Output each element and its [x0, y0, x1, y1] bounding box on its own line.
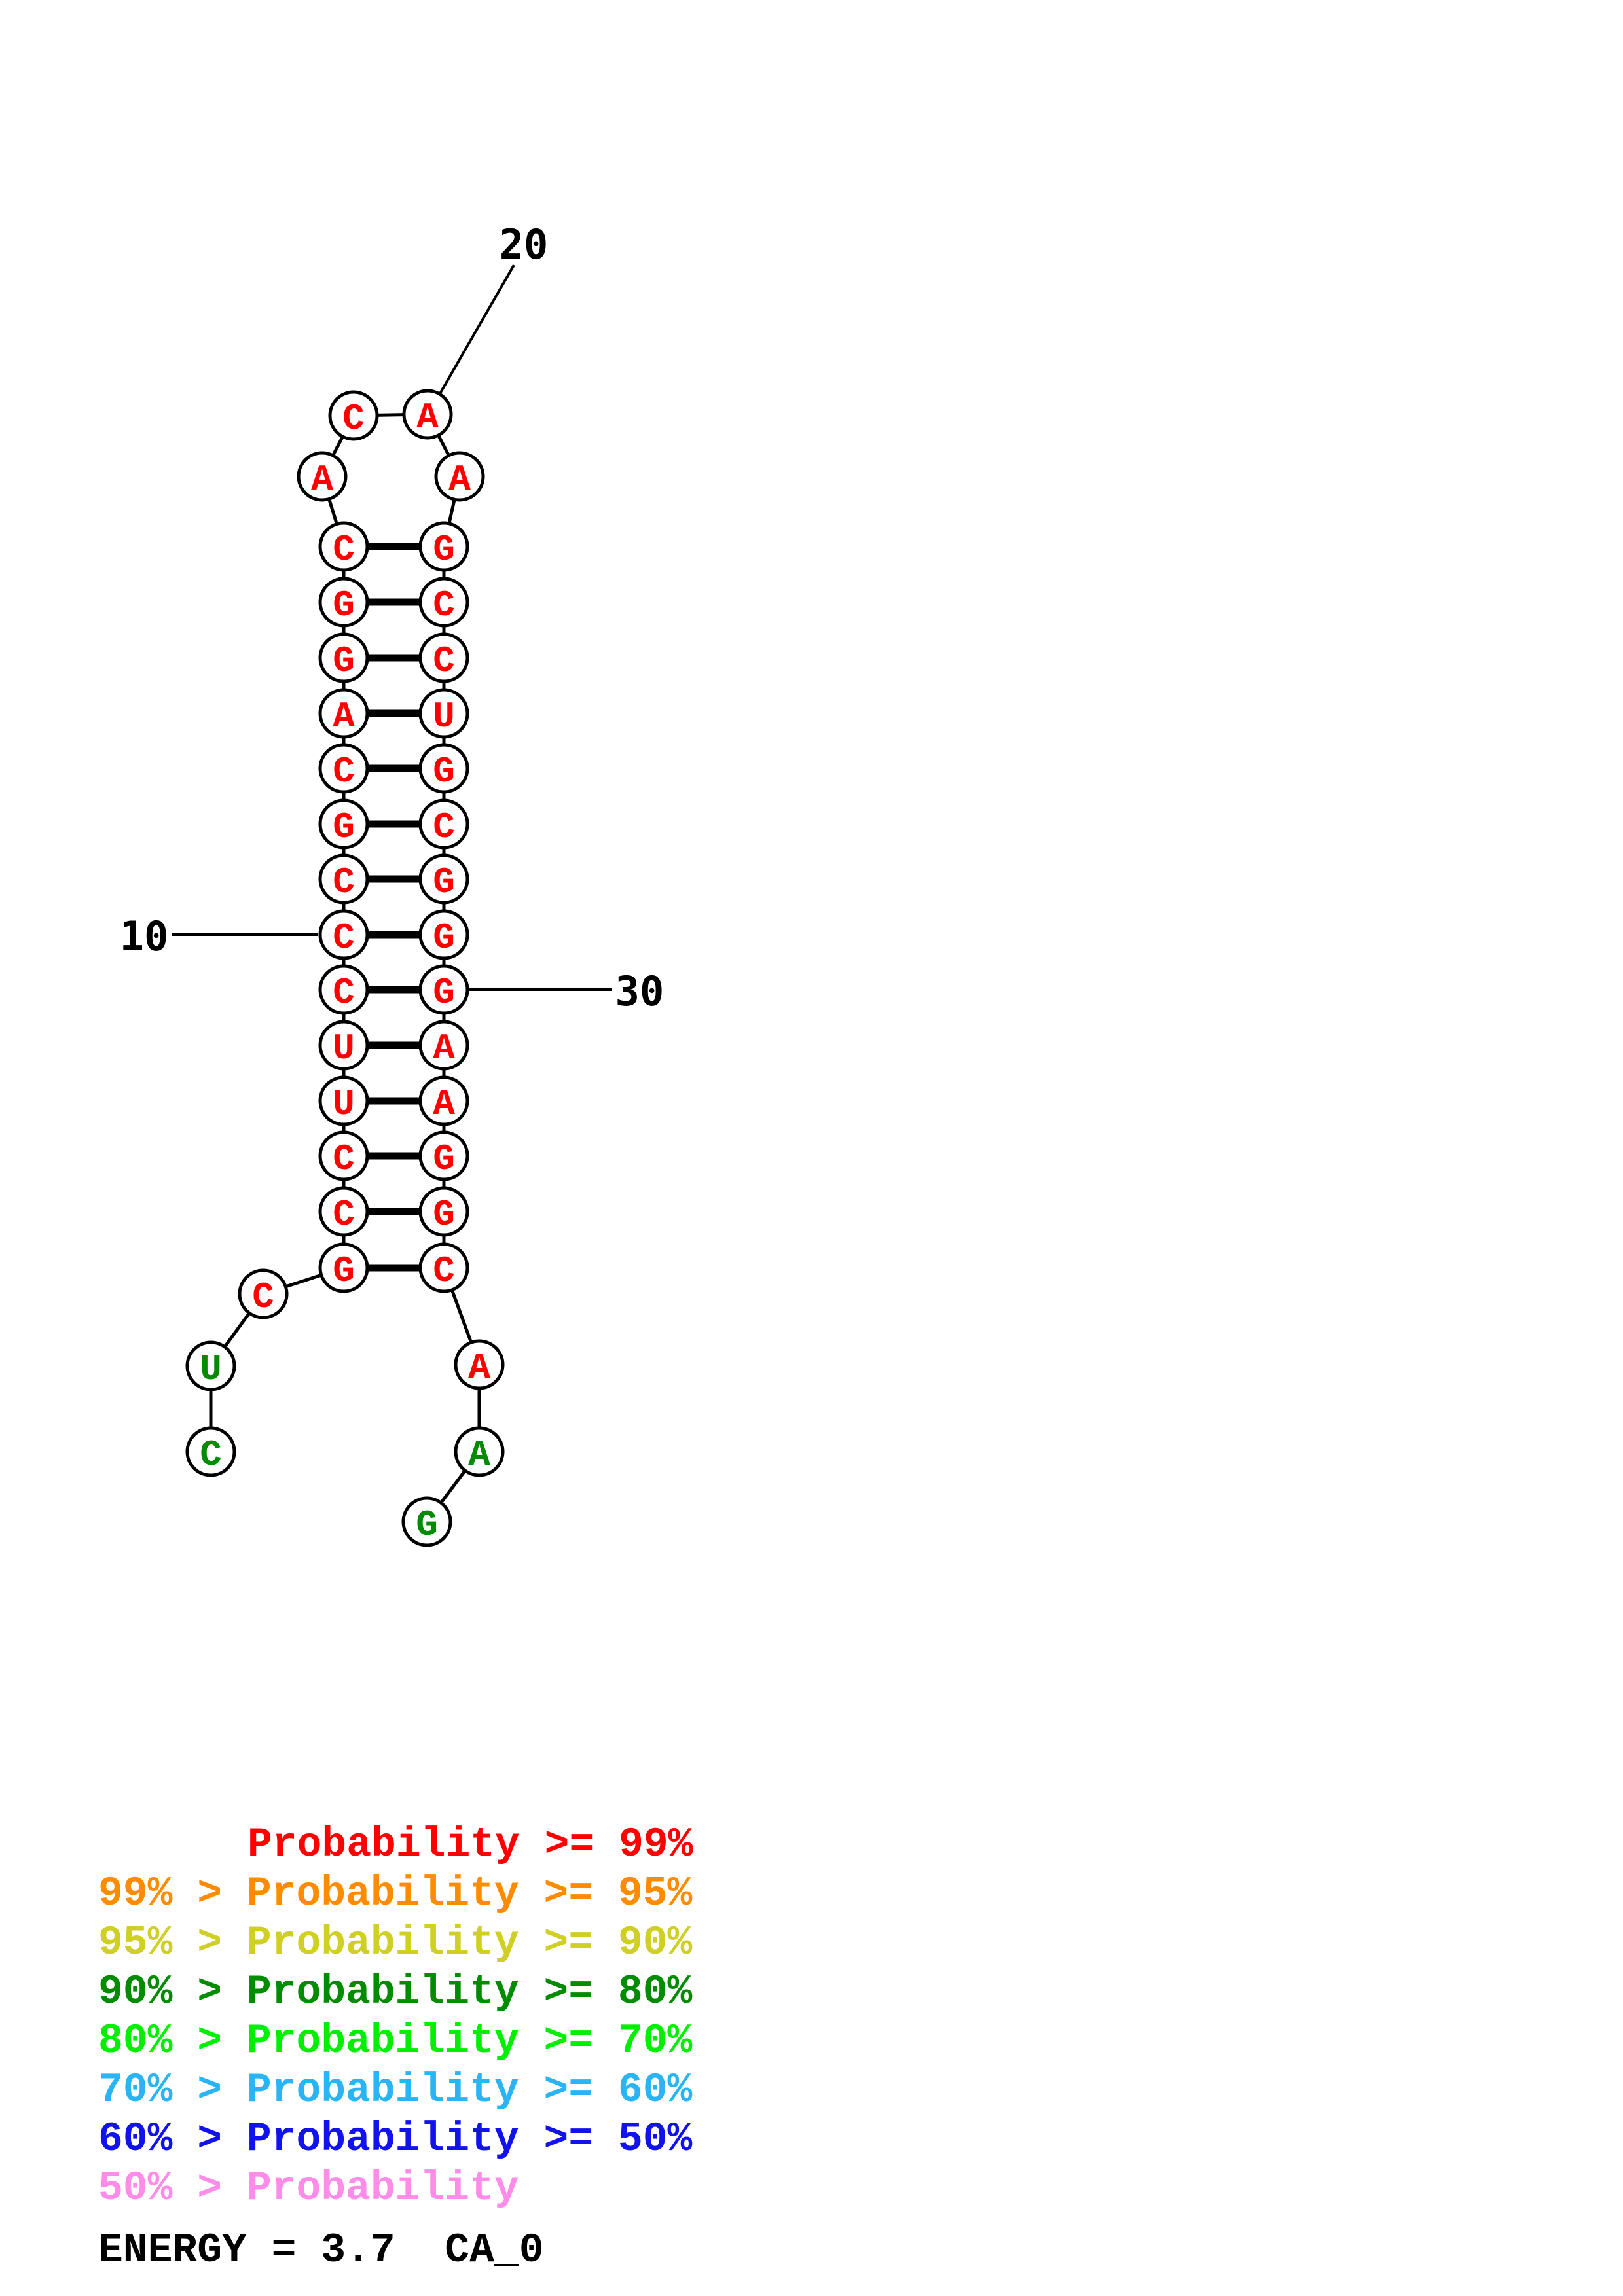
- nucleotide-letter-30-G: G: [433, 972, 455, 1014]
- nucleotide-circle-23: [418, 577, 469, 628]
- nucleotide-circle-9: [318, 964, 369, 1015]
- nucleotide-circle-37: [454, 1426, 505, 1477]
- nucleotide-letter-25-U: U: [433, 696, 455, 738]
- nucleotide-letter-21-A: A: [448, 459, 471, 501]
- nucleotide-circle-32: [418, 1075, 469, 1126]
- position-label-line-20: [438, 264, 515, 395]
- nucleotide-letter-37-A: A: [468, 1434, 490, 1476]
- nucleotide-letter-28-G: G: [433, 861, 455, 903]
- legend-row-7: 60% > Probability >= 50%: [98, 2116, 693, 2162]
- nucleotide-circle-33: [418, 1130, 469, 1181]
- position-label-10: 10: [120, 912, 169, 960]
- nucleotide-circle-27: [418, 798, 469, 850]
- nucleotide-letter-1-C: C: [200, 1434, 222, 1476]
- legend-row-2: 99% > Probability >= 95%: [98, 1871, 693, 1917]
- nucleotide-letter-8-U: U: [333, 1028, 355, 1069]
- nucleotide-circle-6: [318, 1130, 369, 1181]
- nucleotide-letter-31-A: A: [433, 1028, 455, 1069]
- nucleotide-letter-29-G: G: [433, 917, 455, 959]
- nucleotide-circle-36: [454, 1339, 505, 1390]
- nucleotide-circle-29: [418, 909, 469, 960]
- nucleotide-letter-9-C: C: [333, 972, 355, 1014]
- nucleotide-circle-30: [418, 964, 469, 1015]
- legend-row-6: 70% > Probability >= 60%: [98, 2067, 693, 2113]
- nucleotide-letter-33-G: G: [433, 1138, 455, 1180]
- nucleotide-circle-18: [297, 451, 348, 502]
- nucleotide-letter-6-C: C: [333, 1138, 355, 1180]
- nucleotide-circle-4: [318, 1242, 369, 1293]
- nucleotide-circle-1: [185, 1426, 236, 1477]
- nucleotide-circle-16: [318, 577, 369, 628]
- nucleotide-letter-22-G: G: [433, 529, 455, 571]
- nucleotide-letter-17-C: C: [333, 529, 355, 571]
- nucleotide-letter-16-G: G: [333, 584, 355, 626]
- nucleotide-letter-23-C: C: [433, 584, 455, 626]
- nucleotide-circle-22: [418, 521, 469, 572]
- nucleotide-letter-11-C: C: [333, 861, 355, 903]
- nucleotide-circle-13: [318, 743, 369, 794]
- nucleotide-letter-15-G: G: [333, 640, 355, 682]
- nucleotide-circle-28: [418, 853, 469, 905]
- nucleotide-letter-34-G: G: [433, 1194, 455, 1236]
- nucleotide-letter-5-C: C: [333, 1194, 355, 1236]
- nucleotide-letter-24-C: C: [433, 640, 455, 682]
- nucleotide-letter-20-A: A: [416, 397, 439, 439]
- legend-row-1: Probability >= 99%: [247, 1821, 693, 1868]
- legend-row-4: 90% > Probability >= 80%: [98, 1969, 693, 2015]
- legend-row-8: 50% > Probability: [98, 2165, 519, 2212]
- nucleotide-circle-12: [318, 798, 369, 850]
- nucleotide-circle-20: [402, 389, 453, 440]
- nucleotide-circle-5: [318, 1186, 369, 1237]
- nucleotide-circle-31: [418, 1020, 469, 1071]
- nucleotide-letter-32-A: A: [433, 1083, 455, 1125]
- nucleotide-letter-12-G: G: [333, 806, 355, 848]
- nucleotide-circle-38: [401, 1496, 452, 1547]
- energy-label: ENERGY = 3.7 CA_0: [98, 2227, 544, 2274]
- legend-row-5: 80% > Probability >= 70%: [98, 2018, 693, 2064]
- nucleotide-letter-18-A: A: [311, 459, 333, 501]
- nucleotide-circle-8: [318, 1020, 369, 1071]
- nucleotide-circle-17: [318, 521, 369, 572]
- nucleotide-circle-35: [418, 1242, 469, 1293]
- nucleotide-letter-14-A: A: [333, 696, 355, 738]
- nucleotide-letter-36-A: A: [468, 1347, 490, 1389]
- nucleotide-circle-3: [238, 1268, 289, 1319]
- nucleotide-letter-10-C: C: [333, 917, 355, 959]
- nucleotide-circle-2: [185, 1340, 236, 1391]
- legend-row-3: 95% > Probability >= 90%: [98, 1920, 693, 1966]
- nucleotide-circle-7: [318, 1075, 369, 1126]
- nucleotide-circle-26: [418, 743, 469, 794]
- nucleotide-circle-15: [318, 632, 369, 683]
- nucleotide-circle-24: [418, 632, 469, 683]
- nucleotide-letter-4-G: G: [333, 1250, 355, 1292]
- nucleotide-circle-34: [418, 1186, 469, 1237]
- nucleotide-letter-35-C: C: [433, 1250, 455, 1292]
- position-label-30: 30: [615, 967, 665, 1015]
- nucleotide-circle-21: [434, 451, 485, 502]
- nucleotide-circle-10: [318, 909, 369, 960]
- nucleotide-circle-25: [418, 688, 469, 739]
- nucleotide-letter-27-C: C: [433, 806, 455, 848]
- nucleotide-letter-13-C: C: [333, 751, 355, 793]
- nucleotide-circle-14: [318, 688, 369, 739]
- nucleotide-letter-26-G: G: [433, 751, 455, 793]
- nucleotide-circle-11: [318, 853, 369, 905]
- nucleotide-letter-7-U: U: [333, 1083, 355, 1125]
- nucleotide-circle-19: [328, 390, 379, 441]
- position-label-20: 20: [500, 221, 549, 268]
- nucleotide-letter-2-U: U: [200, 1348, 222, 1390]
- nucleotide-letter-3-C: C: [252, 1276, 274, 1318]
- nucleotide-letter-19-C: C: [342, 398, 365, 440]
- nucleotide-letter-38-G: G: [416, 1504, 438, 1546]
